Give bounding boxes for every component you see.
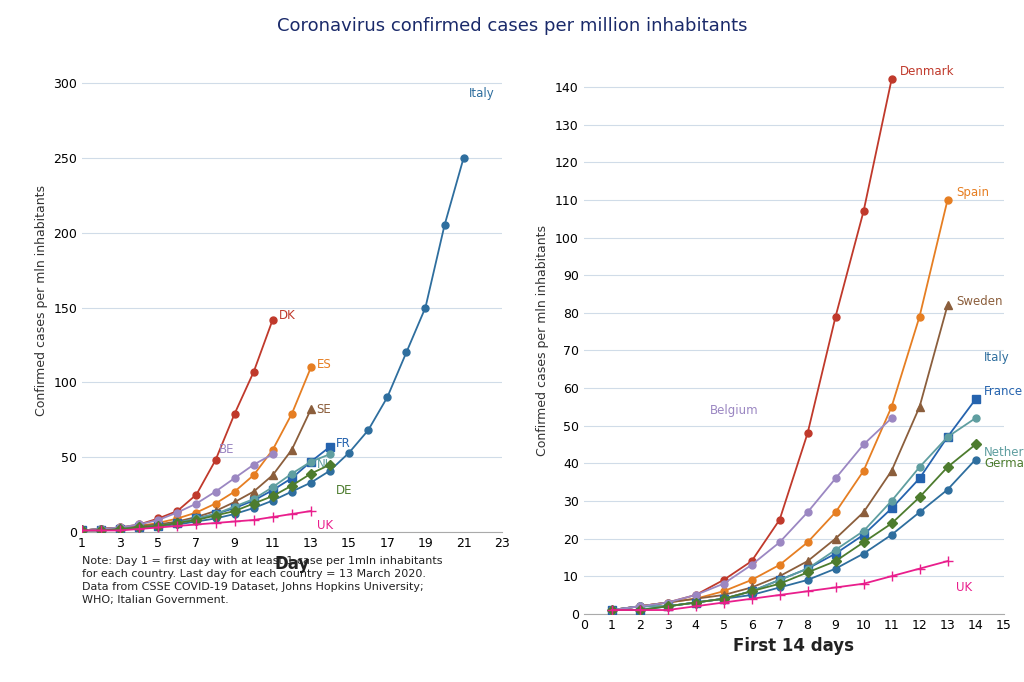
Y-axis label: Confirmed cases per mln inhabitants: Confirmed cases per mln inhabitants [35,185,48,415]
Y-axis label: Confirmed cases per mln inhabitants: Confirmed cases per mln inhabitants [537,226,550,456]
Text: Germany: Germany [984,457,1024,470]
Text: Sweden: Sweden [956,295,1002,308]
Text: UK: UK [956,581,972,594]
Text: France: France [984,385,1023,398]
Text: Note: Day 1 = first day with at least 1 case per 1mln inhabitants
for each count: Note: Day 1 = first day with at least 1 … [82,556,442,606]
Text: DE: DE [336,484,352,496]
Text: SE: SE [316,403,332,416]
Text: Netherlands: Netherlands [984,445,1024,458]
Text: Denmark: Denmark [900,65,954,78]
Text: UK: UK [316,520,333,533]
Text: DK: DK [279,308,295,321]
Text: BE: BE [219,443,234,456]
Text: Belgium: Belgium [710,404,758,417]
Text: Spain: Spain [956,186,989,199]
X-axis label: Day: Day [274,555,309,574]
Text: Coronavirus confirmed cases per million inhabitants: Coronavirus confirmed cases per million … [276,17,748,35]
Text: ES: ES [316,358,332,371]
X-axis label: First 14 days: First 14 days [733,637,854,655]
Text: Italy: Italy [469,87,495,100]
Text: NL: NL [316,458,332,471]
Text: FR: FR [336,437,350,450]
Text: Italy: Italy [984,351,1010,364]
